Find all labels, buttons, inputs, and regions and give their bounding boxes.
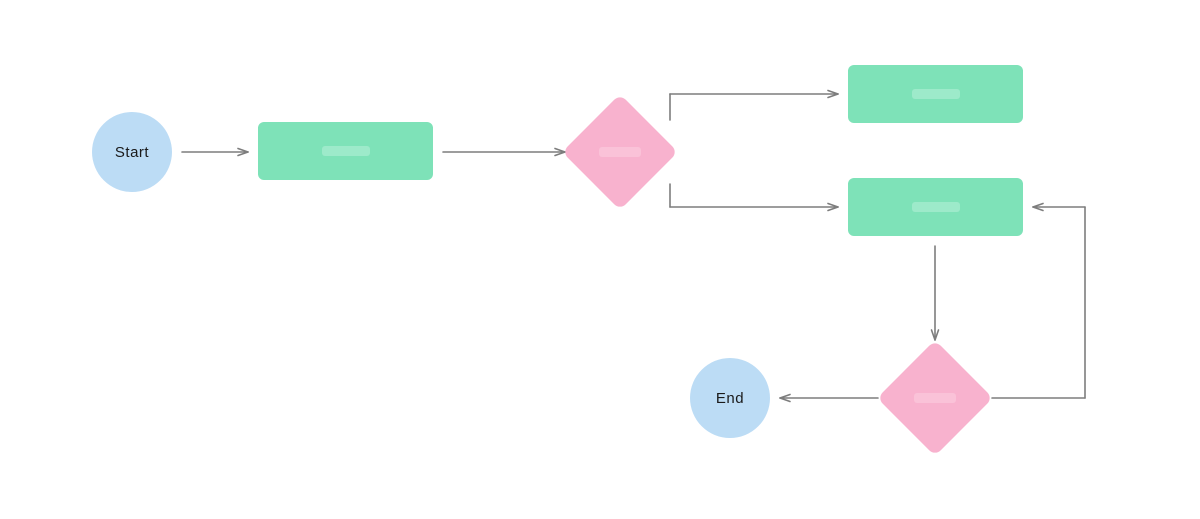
node-d1	[579, 111, 661, 193]
node-p3-placeholder	[912, 202, 960, 212]
node-d2-placeholder	[914, 393, 956, 403]
node-d1-placeholder	[599, 147, 641, 157]
node-end-label: End	[716, 390, 744, 407]
flowchart-canvas: Start End	[0, 0, 1200, 519]
node-d2	[894, 357, 976, 439]
node-p2	[848, 65, 1023, 123]
node-end: End	[690, 358, 770, 438]
edge-e-p1-d1	[443, 149, 565, 156]
node-start-label: Start	[115, 144, 149, 161]
edge-e-p3-d2	[932, 246, 939, 340]
edge-e-d1-p3	[670, 184, 838, 211]
edge-e-d1-p2	[670, 91, 838, 121]
node-start: Start	[92, 112, 172, 192]
edge-e-start-p1	[182, 149, 248, 156]
node-p1-placeholder	[322, 146, 370, 156]
node-p1	[258, 122, 433, 180]
node-p3	[848, 178, 1023, 236]
node-d1-shape	[562, 94, 678, 210]
node-d2-shape	[877, 340, 993, 456]
node-p2-placeholder	[912, 89, 960, 99]
edge-e-d2-end	[780, 395, 878, 402]
